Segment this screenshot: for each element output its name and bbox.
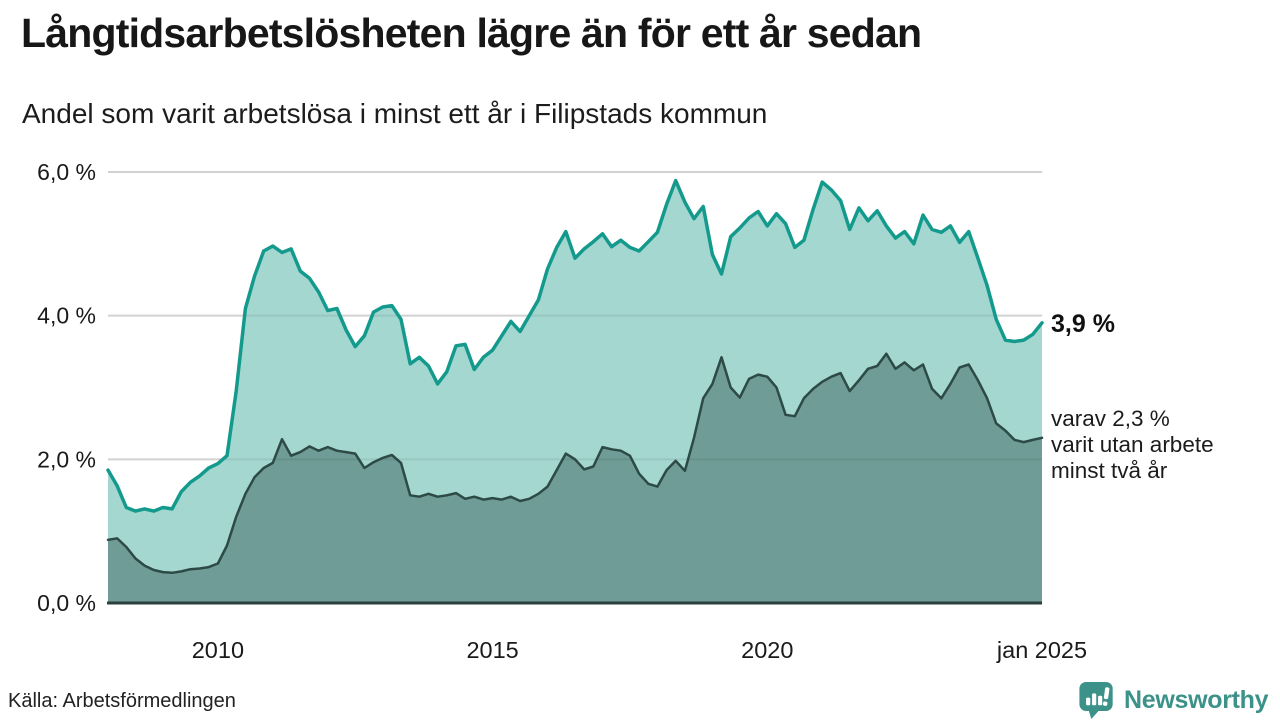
newsworthy-logo-text: Newsworthy (1124, 686, 1269, 714)
x-tick-label: jan 2025 (996, 637, 1087, 663)
end-label-subset-line2: varit utan arbete (1051, 432, 1214, 457)
source-note: Källa: Arbetsförmedlingen (8, 690, 236, 712)
end-label-subset-line3: minst två år (1051, 458, 1168, 483)
end-label-subset: varav 2,3 % varit utan arbete minst två … (1051, 406, 1214, 484)
series-area-1 (108, 353, 1042, 603)
x-tick-label: 2020 (741, 637, 793, 663)
y-tick-label: 0,0 % (37, 590, 96, 616)
y-tick-label: 4,0 % (37, 303, 96, 329)
y-tick-label: 2,0 % (37, 446, 96, 472)
y-tick-label: 6,0 % (37, 159, 96, 185)
newsworthy-logo: Newsworthy (1078, 681, 1269, 720)
x-tick-label: 2010 (192, 637, 244, 663)
chart-subtitle: Andel som varit arbetslösa i minst ett å… (22, 98, 768, 129)
end-label-total: 3,9 % (1051, 310, 1115, 338)
series-line-1 (106, 352, 1044, 575)
chart-title: Långtidsarbetslösheten lägre än för ett … (21, 10, 922, 56)
x-tick-label: 2015 (466, 637, 518, 663)
end-label-subset-line1: varav 2,3 % (1051, 406, 1170, 431)
newsworthy-logo-icon (1079, 681, 1113, 720)
series-line-0 (106, 178, 1044, 513)
